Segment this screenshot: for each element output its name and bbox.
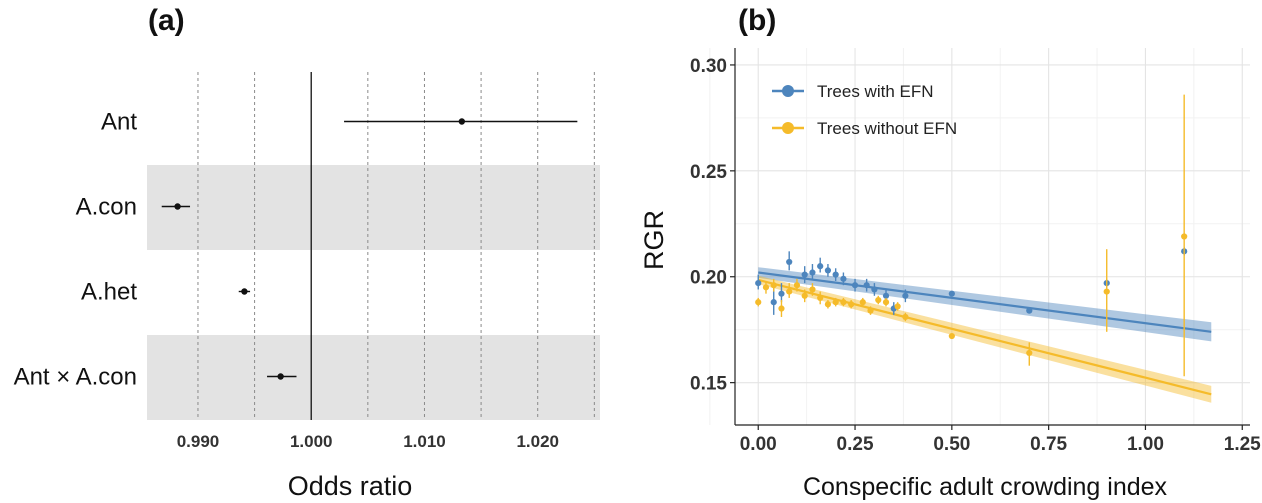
data-point: [793, 282, 801, 289]
panel-a-forest-plot: (a) Ant A.con A.het Ant × A.con 0.990 1.000 1…: [14, 4, 600, 501]
panel-a-term-labels: Ant A.con A.het Ant × A.con: [14, 109, 138, 391]
data-point: [851, 282, 859, 289]
data-point: [894, 303, 901, 310]
legend-key-point: [782, 85, 794, 97]
data-point: [809, 286, 816, 293]
legend-label: Trees without EFN: [817, 119, 957, 138]
panel-a-gridlines: [197, 72, 595, 420]
data-point: [755, 279, 762, 287]
data-point: [770, 282, 777, 289]
data-point: [871, 286, 878, 293]
panel-b-gridlines: [709, 48, 1250, 425]
panel-a-label: (a): [148, 4, 185, 37]
data-point: [882, 292, 890, 299]
x-tick-label: 1.010: [403, 432, 446, 451]
data-point: [840, 275, 847, 282]
x-tick-label: 0.75: [1030, 434, 1067, 455]
data-point: [840, 299, 847, 306]
legend-key-point: [782, 122, 794, 134]
data-point: [875, 296, 882, 304]
data-point: [863, 282, 870, 289]
confidence-band: [758, 267, 1212, 342]
term-label: Ant × A.con: [14, 364, 137, 391]
data-point: [1026, 349, 1033, 357]
data-point: [824, 267, 832, 274]
y-tick-label: 0.20: [690, 268, 727, 289]
data-point: [948, 290, 955, 297]
x-tick-label: 0.00: [740, 434, 777, 455]
panel-a-x-ticks: 0.990 1.000 1.010 1.020: [177, 432, 559, 451]
term-label: A.con: [76, 194, 137, 221]
x-tick-label: 1.25: [1224, 434, 1261, 455]
x-tick-label: 0.25: [837, 434, 874, 455]
panel-b-axes: [734, 48, 1250, 426]
estimate-point: [458, 118, 466, 125]
x-tick-label: 0.990: [177, 432, 220, 451]
data-point: [1181, 233, 1188, 240]
data-point: [902, 292, 909, 299]
row-shade: [147, 165, 600, 250]
x-tick-label: 1.00: [1127, 434, 1164, 455]
data-point: [902, 313, 909, 321]
data-point: [1103, 288, 1110, 295]
panel-a-x-axis-title: Odds ratio: [288, 471, 413, 501]
estimate-point: [174, 203, 181, 210]
fit-line: [758, 271, 1212, 333]
legend-label: Trees with EFN: [817, 82, 934, 101]
panel-b-label: (b): [738, 4, 776, 37]
y-tick-label: 0.15: [690, 374, 727, 395]
data-point: [809, 269, 816, 276]
data-point: [801, 292, 808, 299]
panel-b-y-axis-title: RGR: [639, 210, 669, 270]
estimate-point: [241, 288, 248, 295]
panel-b-points: [755, 94, 1188, 377]
data-point: [867, 307, 874, 314]
data-point: [770, 299, 777, 306]
data-point: [817, 263, 824, 270]
data-point: [848, 301, 855, 308]
data-point: [786, 258, 793, 266]
data-point: [817, 294, 824, 302]
plot-background: [735, 48, 1250, 425]
fit-line: [757, 278, 1212, 396]
panel-b-ticks: 0.00 0.25 0.50 0.75 1.00 1.25 0.15 0.20 0.25 0.30: [690, 56, 1261, 455]
x-tick-label: 1.020: [516, 432, 559, 451]
data-point: [948, 332, 955, 340]
data-point: [882, 299, 890, 306]
term-label: Ant: [101, 109, 137, 136]
data-point: [832, 299, 839, 306]
data-point: [859, 299, 866, 306]
panel-b-legend: Trees with EFN Trees without EFN: [772, 82, 957, 138]
y-tick-label: 0.25: [690, 162, 727, 183]
estimate-point: [277, 373, 284, 380]
data-point: [778, 305, 785, 312]
x-tick-label: 0.50: [933, 434, 970, 455]
panel-b-x-axis-title: Conspecific adult crowding index: [803, 473, 1168, 501]
panel-a-estimates: [161, 118, 578, 380]
data-point: [755, 299, 762, 306]
panel-b-scatter-plot: (b) 0.00 0.25 0.50 0.75 1.00 1.25 0.15 0.20 0.25…: [639, 4, 1261, 501]
row-shade: [147, 335, 600, 420]
data-point: [824, 301, 832, 308]
data-point: [1026, 307, 1033, 314]
data-point: [786, 288, 793, 295]
x-tick-label: 1.000: [290, 432, 333, 451]
data-point: [762, 284, 770, 291]
data-point: [832, 271, 839, 278]
term-label: A.het: [81, 279, 137, 306]
panel-a-row-shading: [147, 165, 600, 420]
y-tick-label: 0.30: [690, 56, 727, 77]
data-point: [778, 290, 785, 297]
panel-b-fit-lines: [757, 271, 1212, 396]
data-point: [801, 271, 808, 278]
